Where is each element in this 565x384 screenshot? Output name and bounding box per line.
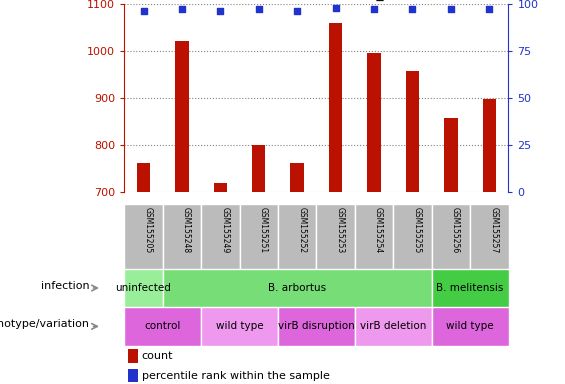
Bar	[240, 204, 278, 269]
Bar	[470, 204, 508, 269]
Bar	[124, 269, 163, 307]
Text: GSM155254: GSM155254	[374, 207, 383, 253]
Text: GSM155205: GSM155205	[144, 207, 153, 253]
Point	[177, 7, 186, 13]
Bar	[444, 118, 458, 192]
Text: B. melitensis: B. melitensis	[436, 283, 504, 293]
Bar	[355, 204, 393, 269]
Point	[216, 8, 225, 15]
Text: GSM155255: GSM155255	[412, 207, 421, 253]
Text: GSM155252: GSM155252	[297, 207, 306, 253]
Bar	[432, 269, 508, 307]
Text: infection: infection	[41, 281, 89, 291]
Bar	[137, 163, 150, 192]
Bar	[252, 145, 266, 192]
Text: control: control	[145, 321, 181, 331]
Point	[331, 5, 340, 11]
Bar	[124, 204, 163, 269]
Bar	[290, 163, 304, 192]
Bar	[201, 204, 240, 269]
Text: genotype/variation: genotype/variation	[0, 319, 89, 329]
Bar	[163, 204, 201, 269]
Text: GSM155253: GSM155253	[336, 207, 345, 253]
Point	[139, 8, 148, 15]
Text: wild type: wild type	[216, 321, 263, 331]
Text: GSM155251: GSM155251	[259, 207, 268, 253]
Bar	[124, 307, 201, 346]
Bar	[128, 369, 138, 382]
Bar	[406, 71, 419, 192]
Point	[293, 8, 302, 15]
Bar	[201, 307, 278, 346]
Point	[446, 7, 455, 13]
Text: virB disruption: virB disruption	[278, 321, 355, 331]
Text: count: count	[142, 351, 173, 361]
Bar	[163, 269, 432, 307]
Bar	[175, 41, 189, 192]
Point	[254, 7, 263, 13]
Text: GSM155257: GSM155257	[489, 207, 498, 253]
Bar	[278, 204, 316, 269]
Bar	[214, 182, 227, 192]
Bar	[128, 349, 138, 363]
Text: B. arbortus: B. arbortus	[268, 283, 326, 293]
Bar	[355, 307, 432, 346]
Bar	[483, 99, 496, 192]
Bar	[393, 204, 432, 269]
Text: wild type: wild type	[446, 321, 494, 331]
Point	[408, 7, 417, 13]
Point	[485, 7, 494, 13]
Text: GSM155249: GSM155249	[220, 207, 229, 253]
Bar	[432, 204, 470, 269]
Bar	[432, 307, 508, 346]
Point	[370, 7, 379, 13]
Bar	[329, 23, 342, 192]
Title: GDS2859 / 1428467_at: GDS2859 / 1428467_at	[236, 0, 397, 2]
Text: percentile rank within the sample: percentile rank within the sample	[142, 371, 329, 381]
Text: GSM155256: GSM155256	[451, 207, 460, 253]
Bar	[367, 53, 381, 192]
Text: uninfected: uninfected	[116, 283, 171, 293]
Text: GSM155248: GSM155248	[182, 207, 191, 253]
Text: virB deletion: virB deletion	[360, 321, 427, 331]
Bar	[316, 204, 355, 269]
Bar	[278, 307, 355, 346]
